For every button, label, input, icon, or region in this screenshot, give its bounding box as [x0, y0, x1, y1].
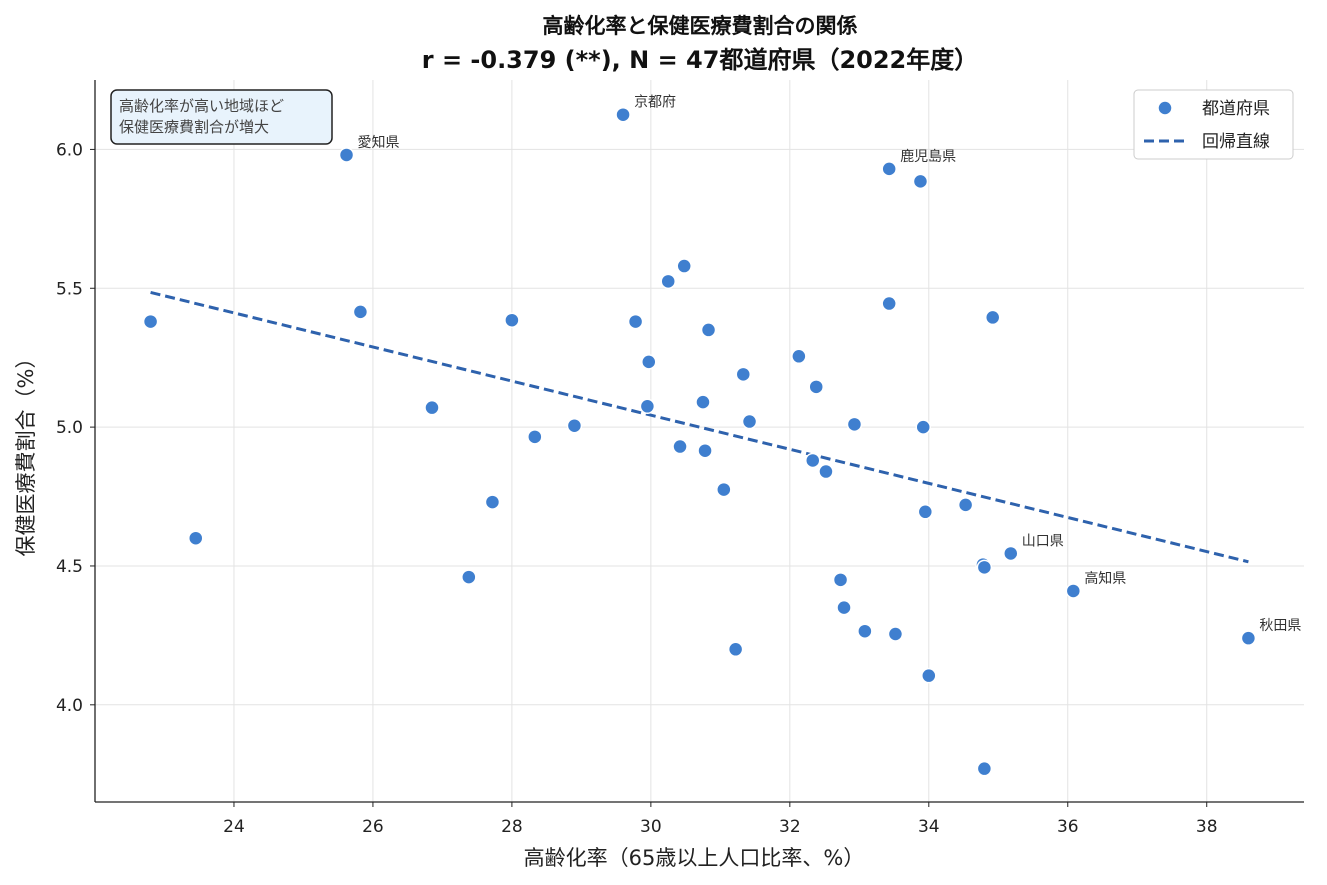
x-tick-label: 34: [918, 817, 940, 837]
data-point: [984, 309, 1001, 326]
data-point: [615, 106, 631, 123]
data-point: [1065, 583, 1082, 599]
data-point: [352, 304, 369, 320]
data-point: [741, 413, 758, 430]
data-point: [695, 394, 711, 410]
legend-label-prefectures: 都道府県: [1202, 99, 1270, 119]
y-tick-label: 5.5: [56, 279, 83, 299]
x-tick-label: 30: [640, 817, 662, 837]
x-ticks: 24 26 28 30 32 34 36 38: [223, 802, 1218, 837]
data-point: [791, 348, 807, 365]
axes: [94, 80, 1304, 803]
data-point: [917, 504, 934, 520]
note-box: 高齢化率が高い地域ほど 保健医療費割合が増大: [110, 89, 333, 145]
point-label: 秋田県: [1259, 618, 1301, 634]
data-point: [976, 559, 993, 576]
legend-marker-prefectures: [1157, 100, 1173, 116]
chart-subtitle: r = -0.379 (**), N = 47都道府県（2022年度）: [422, 46, 979, 74]
note-box-frame: [110, 89, 333, 145]
y-tick-label: 6.0: [56, 140, 83, 160]
data-point: [1003, 545, 1019, 562]
note-line-1: 高齢化率が高い地域ほど: [119, 97, 284, 115]
data-point: [808, 379, 824, 395]
data-point: [697, 442, 713, 459]
data-point: [1240, 630, 1257, 646]
data-point: [700, 322, 717, 338]
data-point: [716, 481, 732, 498]
point-label: 山口県: [1022, 533, 1064, 549]
data-point: [857, 623, 873, 639]
data-point: [976, 760, 993, 777]
point-label: 鹿児島県: [900, 148, 956, 165]
y-ticks: 4.0 4.5 5.0 5.5 6.0: [56, 140, 95, 716]
point-label: 京都府: [634, 95, 676, 111]
data-point: [338, 147, 355, 163]
y-tick-label: 4.0: [56, 696, 83, 716]
legend-label-regression: 回帰直線: [1202, 132, 1270, 152]
data-point: [818, 463, 834, 480]
x-tick-label: 36: [1057, 817, 1079, 837]
x-tick-label: 32: [779, 817, 801, 837]
grid: [95, 80, 1304, 802]
x-axis-label: 高齢化率（65歳以上人口比率、%）: [524, 846, 865, 870]
data-point: [672, 438, 688, 455]
data-point: [921, 667, 937, 684]
regression-line: [150, 290, 1249, 564]
data-point: [641, 354, 657, 370]
y-tick-label: 5.0: [56, 418, 83, 438]
data-point: [527, 429, 543, 445]
x-tick-label: 38: [1196, 817, 1218, 837]
data-point: [566, 417, 583, 434]
data-point: [142, 313, 159, 330]
data-point: [504, 312, 520, 328]
data-point: [424, 399, 440, 416]
note-line-2: 保健医療費割合が増大: [119, 118, 269, 136]
data-point: [832, 572, 849, 588]
regression-layer: [150, 290, 1249, 564]
y-axis-label: 保健医療費割合（%）: [14, 348, 38, 557]
point-label: 愛知県: [358, 134, 400, 151]
data-point: [881, 161, 897, 177]
data-point: [836, 599, 852, 616]
data-point: [957, 497, 974, 513]
x-tick-label: 24: [223, 817, 245, 837]
points-layer: [142, 106, 1257, 777]
chart-title: 高齢化率と保健医療費割合の関係: [543, 14, 858, 38]
x-tick-label: 26: [362, 817, 384, 837]
data-point: [846, 416, 863, 433]
data-point: [639, 398, 656, 415]
data-point: [676, 258, 692, 274]
data-point: [627, 313, 644, 330]
data-point: [915, 419, 931, 435]
data-point: [727, 641, 744, 658]
data-point: [461, 569, 477, 585]
x-tick-label: 28: [501, 817, 523, 837]
data-point: [887, 626, 904, 642]
data-point: [881, 295, 897, 312]
legend: 都道府県 回帰直線: [1133, 89, 1294, 160]
legend-frame: [1133, 89, 1294, 160]
point-label: 高知県: [1084, 570, 1126, 587]
data-point: [484, 494, 501, 510]
data-point: [660, 273, 676, 290]
data-point: [188, 530, 204, 546]
y-tick-label: 4.5: [56, 557, 83, 577]
data-point: [805, 452, 821, 469]
data-point: [912, 173, 929, 190]
data-point: [735, 366, 752, 383]
